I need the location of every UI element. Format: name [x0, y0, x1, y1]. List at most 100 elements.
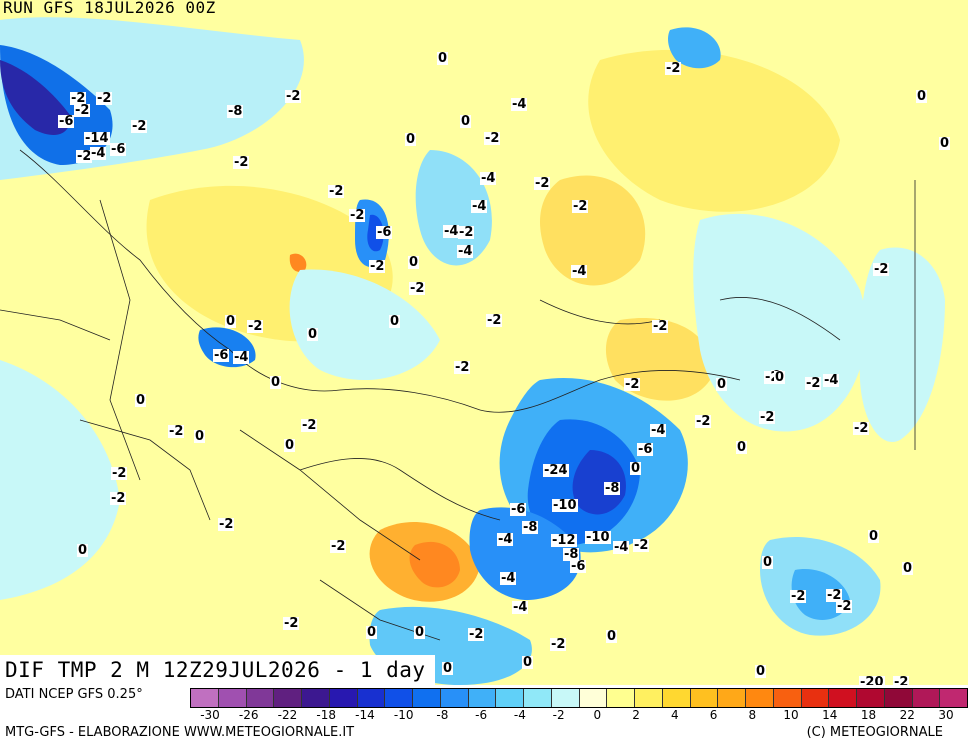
contour-label: -10: [552, 498, 578, 513]
scale-swatch: [524, 689, 552, 707]
contour-label: -2: [534, 176, 551, 191]
contour-label: 0: [135, 393, 147, 408]
scale-swatch: [468, 689, 497, 707]
scale-swatch: [274, 689, 302, 707]
scale-swatch: [718, 689, 746, 707]
contour-label: -24: [543, 463, 569, 478]
scale-swatch: [385, 689, 413, 707]
field-title: DIF TMP 2 M 12Z29JUL2026 - 1 day: [0, 655, 435, 685]
scale-swatch: [246, 689, 275, 707]
scale-tick-label: -22: [277, 708, 298, 722]
contour-label: 0: [762, 555, 774, 570]
scale-swatch: [607, 689, 635, 707]
contour-label: -4: [823, 373, 840, 388]
scale-tick-label: -6: [475, 708, 488, 722]
contour-label: -6: [570, 559, 587, 574]
scale-tick-label: -26: [238, 708, 259, 722]
contour-label: -2: [873, 262, 890, 277]
scale-swatch: [829, 689, 857, 707]
contour-label: -2: [111, 466, 128, 481]
contour-label: -2: [665, 61, 682, 76]
scale-tick-label: -30: [200, 708, 220, 722]
contour-label: 0: [366, 625, 378, 640]
contour-label: -4: [233, 350, 250, 365]
contour-label: -8: [563, 547, 580, 562]
scale-swatch: [579, 689, 608, 707]
scale-swatch: [496, 689, 524, 707]
scale-tick-label: -18: [316, 708, 337, 722]
contour-label: 0: [868, 529, 880, 544]
contour-label: 0: [307, 327, 319, 342]
contour-label: -2: [233, 155, 250, 170]
run-title: RUN GFS 18JUL2026 00Z: [3, 0, 216, 17]
contour-label: 0: [736, 440, 748, 455]
contour-label: -10: [585, 530, 611, 545]
contour-label: 0: [755, 664, 767, 679]
contour-label: -2: [633, 538, 650, 553]
contour-label: -2: [96, 91, 113, 106]
contour-label: -2: [409, 281, 426, 296]
contour-label: -6: [110, 142, 127, 157]
contour-label: -2: [652, 319, 669, 334]
contour-label: -4: [443, 224, 460, 239]
contour-label: -2: [285, 89, 302, 104]
contour-label: 0: [522, 655, 534, 670]
contour-label: -2: [790, 589, 807, 604]
contour-label: 0: [270, 375, 282, 390]
contour-label: 0: [225, 314, 237, 329]
contour-label: -4: [613, 540, 630, 555]
contour-label: -4: [500, 571, 517, 586]
contour-label: -2: [458, 225, 475, 240]
scale-tick-label: -4: [513, 708, 526, 722]
scale-tick-label: -10: [393, 708, 414, 722]
contour-label: -6: [58, 114, 75, 129]
contour-label: 0: [408, 255, 420, 270]
scale-tick-label: -8: [436, 708, 449, 722]
contour-label: 0: [414, 625, 426, 640]
contour-label: -2: [624, 377, 641, 392]
contour-label: -4: [480, 171, 497, 186]
scale-swatch: [801, 689, 830, 707]
scale-tick-label: 18: [860, 708, 877, 722]
contour-label: -2: [283, 616, 300, 631]
scale-swatch: [635, 689, 663, 707]
contour-label: -2: [168, 424, 185, 439]
contour-label: -4: [90, 146, 107, 161]
contour-label: 0: [437, 51, 449, 66]
scale-tick-label: 30: [938, 708, 954, 722]
contour-label: -6: [510, 502, 527, 517]
contour-label: -2: [301, 418, 318, 433]
contour-label: 0: [405, 132, 417, 147]
contour-label: -2: [853, 421, 870, 436]
scale-swatch: [302, 689, 330, 707]
copyright-label: (C) METEOGIORNALE: [806, 725, 943, 740]
contour-label: -4: [457, 244, 474, 259]
contour-label: -6: [637, 442, 654, 457]
contour-label: 0: [284, 438, 296, 453]
contour-label: -4: [650, 423, 667, 438]
contour-label: -6: [376, 225, 393, 240]
temperature-anomaly-map: RUN GFS 18JUL2026 00Z -2 -2 -2 -6 -14 -2 -2 -4-…: [0, 0, 968, 685]
scale-tick-label: 10: [783, 708, 799, 722]
contour-label: -2: [572, 199, 589, 214]
scale-swatch: [357, 689, 386, 707]
contour-label: -2: [468, 627, 485, 642]
contour-label: -2: [131, 119, 148, 134]
contour-label: -8: [604, 481, 621, 496]
contour-label: -20: [859, 676, 885, 685]
contour-label: -14: [84, 131, 110, 146]
contour-label: -2: [484, 131, 501, 146]
scale-swatch: [662, 689, 691, 707]
scale-tick-label: -14: [355, 708, 375, 722]
scale-tick-label: 4: [671, 708, 679, 722]
contour-label: -2: [218, 517, 235, 532]
contour-label: 0: [716, 377, 728, 392]
contour-label: 0: [460, 114, 472, 129]
color-scale-bar: [190, 688, 968, 708]
contour-label: 0: [902, 561, 914, 576]
contour-label: -2: [759, 410, 776, 425]
scale-swatch: [912, 689, 941, 707]
map-field-shading: [0, 17, 945, 685]
scale-swatch: [690, 689, 719, 707]
contour-label: -2: [805, 376, 822, 391]
